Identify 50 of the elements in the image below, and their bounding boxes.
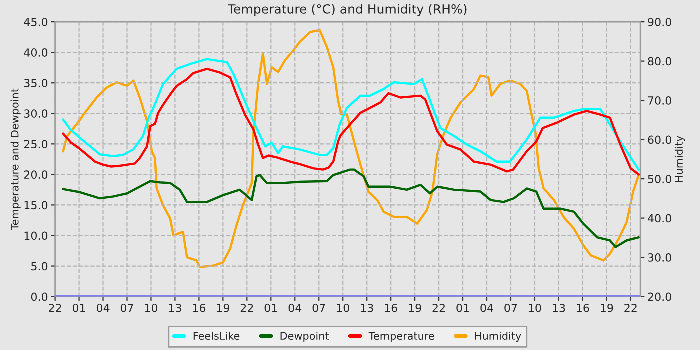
- y-tick-label: 0.0: [31, 292, 48, 302]
- x-tick-label: 07: [120, 304, 134, 312]
- y-tick-label: 30.0: [24, 110, 48, 118]
- y-tick-label: 15.0: [24, 201, 48, 210]
- x-tick-label: 01: [72, 304, 86, 312]
- x-tick-label: 22: [49, 304, 62, 312]
- legend-label: Dewpoint: [280, 332, 330, 342]
- x-tick-label: 22: [240, 304, 254, 312]
- x-tick-label: 13: [169, 304, 182, 312]
- y2-tick-label: 90.0: [648, 18, 672, 26]
- x-tick-label: 22: [432, 304, 445, 312]
- x-tick-label: 07: [312, 304, 326, 312]
- y2-tick-label: 40.0: [648, 214, 672, 223]
- y2-tick-label: 50.0: [648, 175, 672, 184]
- y2-tick-label: 60.0: [648, 136, 672, 144]
- y-tick-label: 5.0: [32, 262, 48, 271]
- x-tick-label: 10: [529, 304, 542, 312]
- x-tick-label: 04: [480, 304, 494, 312]
- y-tick-label: 25.0: [24, 140, 48, 149]
- x-tick-label: 01: [264, 304, 278, 312]
- x-tick-label: 01: [456, 304, 470, 312]
- y-tick-label: 20.0: [24, 170, 48, 180]
- y2-axis-title: Humidity: [674, 136, 686, 182]
- x-tick-label: 22: [624, 304, 637, 312]
- y-tick-label: 45.0: [24, 18, 48, 26]
- legend-label: FeelsLike: [194, 332, 240, 340]
- x-tick-label: 10: [145, 304, 158, 312]
- y2-tick-label: 30.0: [648, 254, 672, 262]
- y-axis-title: Temperature and Dewpoint: [10, 88, 21, 230]
- chart-title: Temperature (°C) and Humidity (RH%): [228, 4, 467, 16]
- y2-tick-label: 20.0: [648, 292, 672, 302]
- x-tick-label: 04: [288, 304, 302, 312]
- x-tick-label: 13: [553, 304, 566, 312]
- y2-tick-label: 80.0: [648, 57, 672, 66]
- y-tick-label: 40.0: [24, 48, 48, 57]
- y2-tick-label: 70.0: [648, 96, 672, 105]
- x-tick-label: 04: [96, 304, 110, 312]
- x-tick-label: 19: [409, 304, 422, 312]
- x-tick-label: 07: [504, 304, 518, 312]
- x-tick-label: 13: [361, 304, 374, 312]
- x-tick-label: 16: [577, 304, 590, 312]
- x-tick-label: 16: [385, 304, 398, 312]
- x-tick-label: 16: [193, 304, 206, 312]
- legend-label: Humidity: [475, 332, 522, 342]
- legend-label: Temperature: [368, 332, 434, 342]
- x-tick-label: 10: [337, 304, 350, 312]
- x-tick-label: 19: [217, 304, 230, 312]
- y-tick-label: 10.0: [24, 232, 48, 240]
- y-tick-label: 35.0: [24, 79, 48, 88]
- x-tick-label: 19: [601, 304, 614, 312]
